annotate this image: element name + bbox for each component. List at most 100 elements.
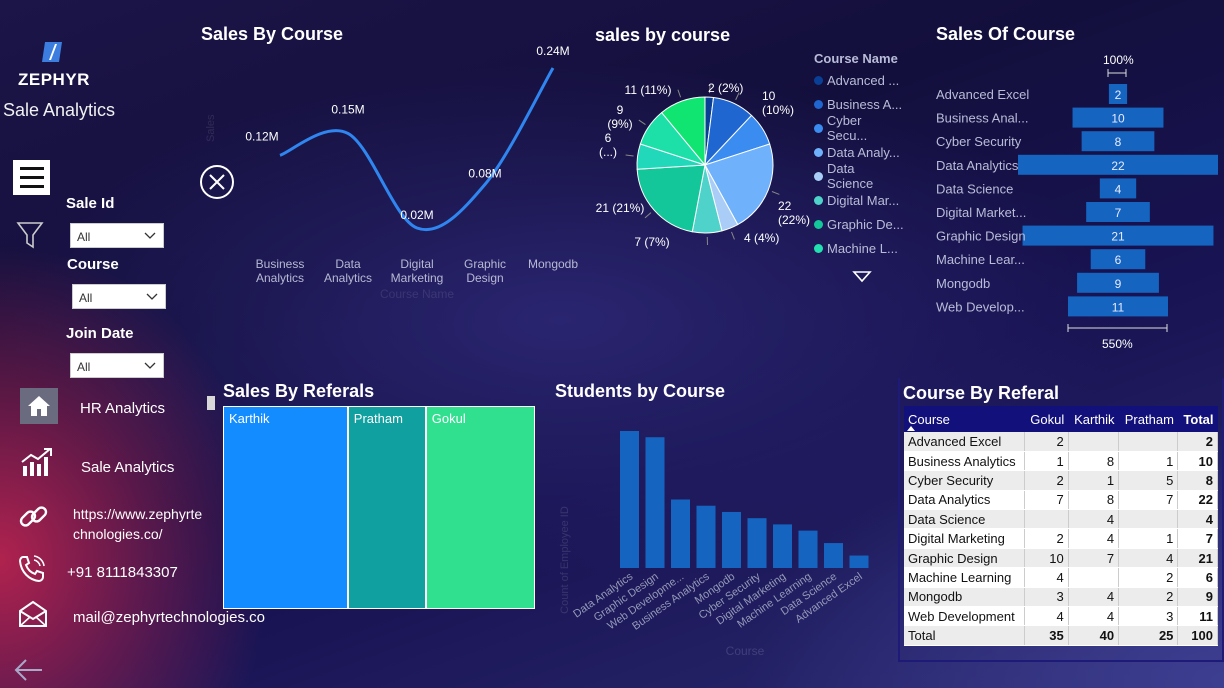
table-cell: 4 [1024,567,1069,588]
funnel-value-label: 21 [1111,230,1125,244]
treemap-tile[interactable]: Karthik [223,406,348,609]
funnel-value-label: 8 [1115,135,1122,149]
pie-leader-line [709,85,711,94]
funnel-bar[interactable] [1072,107,1164,128]
legend-scroll-down-button[interactable] [852,270,872,284]
table-row[interactable]: Digital Marketing 2 4 1 7 [904,528,1218,549]
analytics-icon[interactable] [20,446,56,482]
table-total-cell: 40 [1068,625,1120,646]
triangle-down-icon [852,271,872,283]
table-cell: 4 [1068,509,1120,530]
student-bar[interactable] [798,530,818,568]
table-cell: Web Development [904,606,1026,627]
student-bar[interactable] [722,511,741,568]
phone-icon [17,554,53,590]
pie-slice[interactable] [704,143,774,226]
pie-data-label: 21 (21%) [596,201,645,215]
treemap-tile[interactable]: Gokul [425,406,535,609]
sidebar-scrollbar[interactable] [207,396,215,410]
funnel-bar[interactable] [1108,84,1128,104]
table-row[interactable]: Graphic Design 10 7 4 21 [904,548,1218,569]
pie-slice[interactable] [636,164,706,233]
student-bar[interactable] [620,431,639,568]
student-bar[interactable] [773,524,792,568]
table-row[interactable]: Web Development 4 4 3 11 [904,606,1218,627]
table-cell: 7 [1118,490,1179,511]
table-column-header[interactable]: Gokul [1024,406,1069,432]
student-bar[interactable] [849,555,869,568]
pie-legend-item[interactable]: Machine L... [814,236,904,260]
pie-slice[interactable] [660,96,706,167]
table-cell: 22 [1177,490,1218,511]
pie-legend-item[interactable]: Graphic De... [814,212,904,236]
line-x-tick: Business Analytics [256,257,305,285]
pie-legend-item[interactable]: Advanced ... [814,68,904,92]
pie-legend-label: Cyber Secu... [826,113,868,143]
funnel-category-label: Advanced Excel [936,87,1029,102]
table-row[interactable]: Advanced Excel 2 2 [904,432,1218,452]
student-bar[interactable] [747,518,767,568]
table-row[interactable]: Cyber Security 2 1 5 8 [904,470,1218,491]
filter-funnel-icon[interactable] [16,220,44,250]
line-series [279,67,555,232]
funnel-value-label: 11 [1112,300,1125,314]
table-cell: Graphic Design [904,548,1026,569]
pie-legend-item[interactable]: Business A... [814,92,904,116]
join-date-dropdown[interactable]: All [70,353,164,378]
sale-id-dropdown[interactable]: All [70,223,164,248]
funnel-bar[interactable] [1022,225,1214,246]
pie-data-label: 11 (11%) [625,83,672,97]
email-address[interactable]: mail@zephyrtechnologies.co [73,609,265,626]
nav-hr-analytics-label[interactable]: HR Analytics [80,400,166,417]
table-column-header[interactable]: Total [1177,406,1218,432]
phone-number[interactable]: +91 8111843307 [67,564,178,581]
funnel-bar[interactable] [1099,178,1137,199]
course-referral-table: Course Gokul Karthik Pratham Total Advanced … [904,406,1218,646]
table-row[interactable]: Data Analytics 7 8 7 22 [904,490,1218,511]
table-column-header[interactable]: Karthik [1068,406,1119,432]
student-bar[interactable] [671,499,690,569]
funnel-bottom-label: 550% [1102,337,1133,351]
table-row[interactable]: Business Analytics 1 8 1 10 [904,451,1218,472]
table-total-cell: Total [904,625,1026,646]
sort-ascending-icon[interactable] [906,424,916,432]
funnel-bar[interactable] [1090,249,1146,270]
student-bar[interactable] [824,543,843,568]
hamburger-menu-button[interactable] [13,160,50,195]
funnel-category-label: Cyber Security [936,134,1022,149]
funnel-bar[interactable] [1081,131,1155,152]
pie-legend-item[interactable]: Cyber Secu... [814,113,904,143]
treemap-title: Sales By Referals [223,381,375,401]
close-circle-button[interactable] [198,163,236,201]
line-x-tick: Digital Marketing [391,257,444,285]
funnel-chart-title: Sales Of Course [936,24,1076,44]
pie-legend-item[interactable]: Digital Mar... [814,188,904,212]
treemap-tile[interactable]: Pratham [347,406,426,609]
nav-sale-analytics-label[interactable]: Sale Analytics [81,459,175,476]
pie-legend-item[interactable]: Data Science [814,161,904,191]
zephyr-logo-icon [40,40,64,64]
table-row[interactable]: Machine Learning 4 2 6 [904,567,1218,588]
table-row[interactable]: Mongodb 3 4 2 9 [904,587,1218,608]
student-bar[interactable] [645,437,665,568]
nav-hr-analytics-button[interactable] [20,388,58,424]
table-column-header[interactable]: Course [904,406,1025,432]
funnel-bar[interactable] [1086,202,1150,222]
student-bar[interactable] [696,505,716,568]
back-arrow-button[interactable] [12,657,44,683]
table-column-header[interactable]: Pratham [1118,406,1178,432]
table-cell: 8 [1177,470,1218,491]
funnel-top-bracket [1107,69,1127,77]
link-icon[interactable] [17,500,53,536]
table-cell: 2 [1024,528,1069,549]
website-link[interactable]: https://www.zephyrte chnologies.co/ [73,504,202,544]
pie-legend-item[interactable]: Data Analy... [814,140,904,164]
table-row[interactable]: Data Science 4 4 [904,509,1218,530]
line-x-tick: Mongodb [528,257,578,271]
table-cell: 8 [1068,490,1120,511]
funnel-category-label: Data Science [936,181,1013,196]
funnel-bar[interactable] [1077,272,1159,293]
funnel-bar[interactable] [1018,154,1218,175]
course-dropdown[interactable]: All [72,284,166,309]
funnel-bar[interactable] [1068,296,1168,317]
